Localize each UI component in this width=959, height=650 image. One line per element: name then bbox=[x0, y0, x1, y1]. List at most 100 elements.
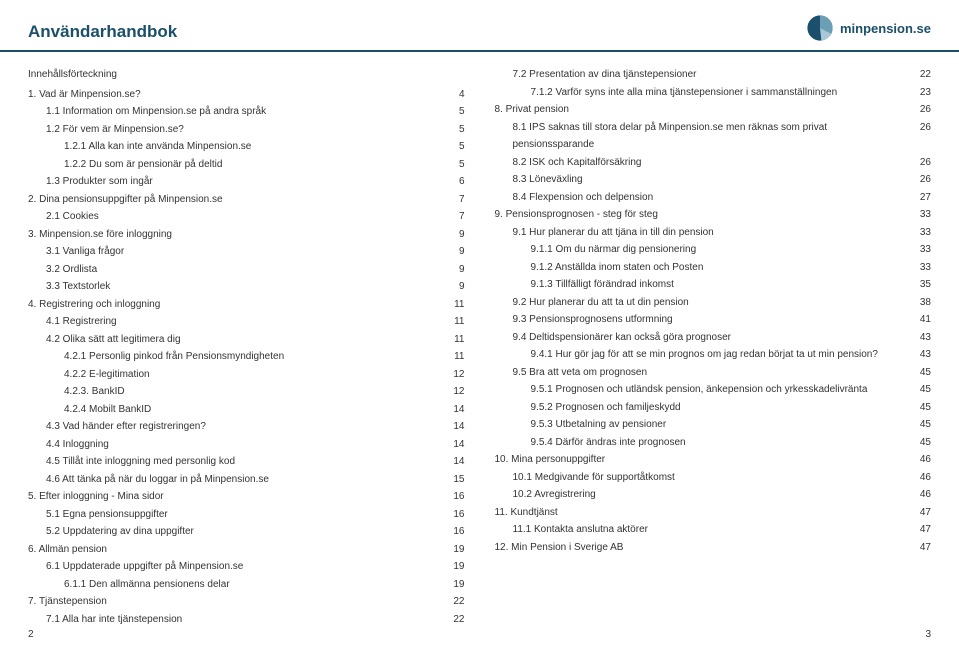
toc-entry-page: 26 bbox=[909, 119, 931, 137]
toc-entry-title: 9.5.4 Därför ändras inte prognosen bbox=[495, 434, 910, 452]
toc-entry-page: 16 bbox=[443, 506, 465, 524]
toc-row: 9.1.3 Tillfälligt förändrad inkomst35 bbox=[495, 276, 932, 294]
toc-entry-page: 22 bbox=[443, 611, 465, 629]
toc-entry-page: 7 bbox=[443, 208, 465, 226]
toc-row: 6.1 Uppdaterade uppgifter på Minpension.… bbox=[28, 558, 465, 576]
toc-entry-title: 9. Pensionsprognosen - steg för steg bbox=[495, 206, 910, 224]
toc-entry-title: 9.4 Deltidspensionärer kan också göra pr… bbox=[495, 329, 910, 347]
toc-row: 3.3 Textstorlek9 bbox=[28, 278, 465, 296]
toc-entry-page: 14 bbox=[443, 453, 465, 471]
toc-row: 9.5.2 Prognosen och familjeskydd45 bbox=[495, 399, 932, 417]
toc-entry-title: 3. Minpension.se före inloggning bbox=[28, 226, 443, 244]
page-footer: 2 3 bbox=[0, 629, 959, 640]
toc-entry-title: 9.1 Hur planerar du att tjäna in till di… bbox=[495, 224, 910, 242]
toc-entry-page: 45 bbox=[909, 381, 931, 399]
toc-row: 5. Efter inloggning - Mina sidor16 bbox=[28, 488, 465, 506]
toc-row: 9.1.1 Om du närmar dig pensionering33 bbox=[495, 241, 932, 259]
toc-entry-title: 1. Vad är Minpension.se? bbox=[28, 86, 443, 104]
toc-entry-page: 33 bbox=[909, 259, 931, 277]
toc-row: 1.2.1 Alla kan inte använda Minpension.s… bbox=[28, 138, 465, 156]
left-column: Innehållsförteckning 1. Vad är Minpensio… bbox=[28, 66, 465, 628]
toc-row: 2. Dina pensionsuppgifter på Minpension.… bbox=[28, 191, 465, 209]
toc-row: 4.5 Tillåt inte inloggning med personlig… bbox=[28, 453, 465, 471]
toc-row: 1.1 Information om Minpension.se på andr… bbox=[28, 103, 465, 121]
toc-entry-page: 41 bbox=[909, 311, 931, 329]
page-number-right: 3 bbox=[925, 629, 931, 640]
toc-row: 4.3 Vad händer efter registreringen?14 bbox=[28, 418, 465, 436]
toc-row: 5.1 Egna pensionsuppgifter16 bbox=[28, 506, 465, 524]
toc-entry-page: 45 bbox=[909, 364, 931, 382]
toc-row: 3. Minpension.se före inloggning9 bbox=[28, 226, 465, 244]
toc-entry-page: 12 bbox=[443, 383, 465, 401]
toc-entry-page: 45 bbox=[909, 416, 931, 434]
toc-entry-page: 45 bbox=[909, 399, 931, 417]
toc-entry-title: 9.5 Bra att veta om prognosen bbox=[495, 364, 910, 382]
toc-entry-title: 4.2.3. BankID bbox=[28, 383, 443, 401]
toc-entry-page: 22 bbox=[443, 593, 465, 611]
toc-entry-page: 9 bbox=[443, 226, 465, 244]
toc-content: Innehållsförteckning 1. Vad är Minpensio… bbox=[0, 52, 959, 628]
toc-entry-page: 9 bbox=[443, 243, 465, 261]
toc-row: 3.2 Ordlista9 bbox=[28, 261, 465, 279]
toc-row: 9.5.3 Utbetalning av pensioner45 bbox=[495, 416, 932, 434]
toc-row: 8.3 Löneväxling26 bbox=[495, 171, 932, 189]
toc-row: 10.1 Medgivande för supportåtkomst46 bbox=[495, 469, 932, 487]
toc-row: 8. Privat pension26 bbox=[495, 101, 932, 119]
toc-entry-title: 6. Allmän pension bbox=[28, 541, 443, 559]
toc-entry-title: 5. Efter inloggning - Mina sidor bbox=[28, 488, 443, 506]
toc-entry-page: 11 bbox=[443, 296, 465, 314]
toc-entry-title: 6.1.1 Den allmänna pensionens delar bbox=[28, 576, 443, 594]
toc-entry-title: 8.4 Flexpension och delpension bbox=[495, 189, 910, 207]
toc-entry-title: 9.1.2 Anställda inom staten och Posten bbox=[495, 259, 910, 277]
toc-row: 7.1 Alla har inte tjänstepension22 bbox=[28, 611, 465, 629]
toc-entry-page: 14 bbox=[443, 401, 465, 419]
toc-entry-title: 1.1 Information om Minpension.se på andr… bbox=[28, 103, 443, 121]
toc-entry-title: 8.1 IPS saknas till stora delar på Minpe… bbox=[495, 119, 910, 154]
toc-entry-title: 4.2.2 E-legitimation bbox=[28, 366, 443, 384]
toc-entry-page: 46 bbox=[909, 451, 931, 469]
toc-entry-page: 27 bbox=[909, 189, 931, 207]
toc-entry-page: 43 bbox=[909, 329, 931, 347]
toc-entry-title: 9.1.3 Tillfälligt förändrad inkomst bbox=[495, 276, 910, 294]
toc-entry-title: 9.5.3 Utbetalning av pensioner bbox=[495, 416, 910, 434]
toc-entry-page: 26 bbox=[909, 171, 931, 189]
toc-row: 4.2.4 Mobilt BankID14 bbox=[28, 401, 465, 419]
toc-entry-title: 1.2.1 Alla kan inte använda Minpension.s… bbox=[28, 138, 443, 156]
toc-entry-page: 16 bbox=[443, 523, 465, 541]
page-header: Användarhandbok minpension.se bbox=[0, 0, 959, 52]
toc-row: 1. Vad är Minpension.se?4 bbox=[28, 86, 465, 104]
toc-entry-page: 45 bbox=[909, 434, 931, 452]
toc-row: 9.4.1 Hur gör jag för att se min prognos… bbox=[495, 346, 932, 364]
toc-entry-title: 8.3 Löneväxling bbox=[495, 171, 910, 189]
toc-row: 4.6 Att tänka på när du loggar in på Min… bbox=[28, 471, 465, 489]
toc-entry-page: 5 bbox=[443, 103, 465, 121]
toc-entry-title: 9.4.1 Hur gör jag för att se min prognos… bbox=[495, 346, 910, 364]
toc-entry-page: 33 bbox=[909, 206, 931, 224]
toc-entry-page: 7 bbox=[443, 191, 465, 209]
page-number-left: 2 bbox=[28, 629, 34, 640]
toc-entry-title: 1.2.2 Du som är pensionär på deltid bbox=[28, 156, 443, 174]
toc-entry-title: 4.2.1 Personlig pinkod från Pensionsmynd… bbox=[28, 348, 443, 366]
toc-entry-title: 9.1.1 Om du närmar dig pensionering bbox=[495, 241, 910, 259]
toc-entry-page: 19 bbox=[443, 576, 465, 594]
toc-list-left: 1. Vad är Minpension.se?41.1 Information… bbox=[28, 86, 465, 629]
toc-entry-page: 12 bbox=[443, 366, 465, 384]
toc-row: 9.5.4 Därför ändras inte prognosen45 bbox=[495, 434, 932, 452]
toc-entry-title: 10.1 Medgivande för supportåtkomst bbox=[495, 469, 910, 487]
toc-entry-page: 11 bbox=[443, 313, 465, 331]
toc-entry-page: 4 bbox=[443, 86, 465, 104]
toc-row: 6. Allmän pension19 bbox=[28, 541, 465, 559]
page-title: Användarhandbok bbox=[28, 22, 177, 42]
toc-entry-title: 2. Dina pensionsuppgifter på Minpension.… bbox=[28, 191, 443, 209]
toc-row: 9.5 Bra att veta om prognosen45 bbox=[495, 364, 932, 382]
toc-entry-title: 2.1 Cookies bbox=[28, 208, 443, 226]
toc-row: 4.2.3. BankID12 bbox=[28, 383, 465, 401]
toc-entry-title: 4.5 Tillåt inte inloggning med personlig… bbox=[28, 453, 443, 471]
toc-entry-page: 38 bbox=[909, 294, 931, 312]
toc-entry-title: 4.2 Olika sätt att legitimera dig bbox=[28, 331, 443, 349]
toc-entry-title: 7. Tjänstepension bbox=[28, 593, 443, 611]
toc-row: 10.2 Avregistrering46 bbox=[495, 486, 932, 504]
toc-entry-title: 4.3 Vad händer efter registreringen? bbox=[28, 418, 443, 436]
toc-entry-page: 11 bbox=[443, 348, 465, 366]
toc-row: 7. Tjänstepension22 bbox=[28, 593, 465, 611]
